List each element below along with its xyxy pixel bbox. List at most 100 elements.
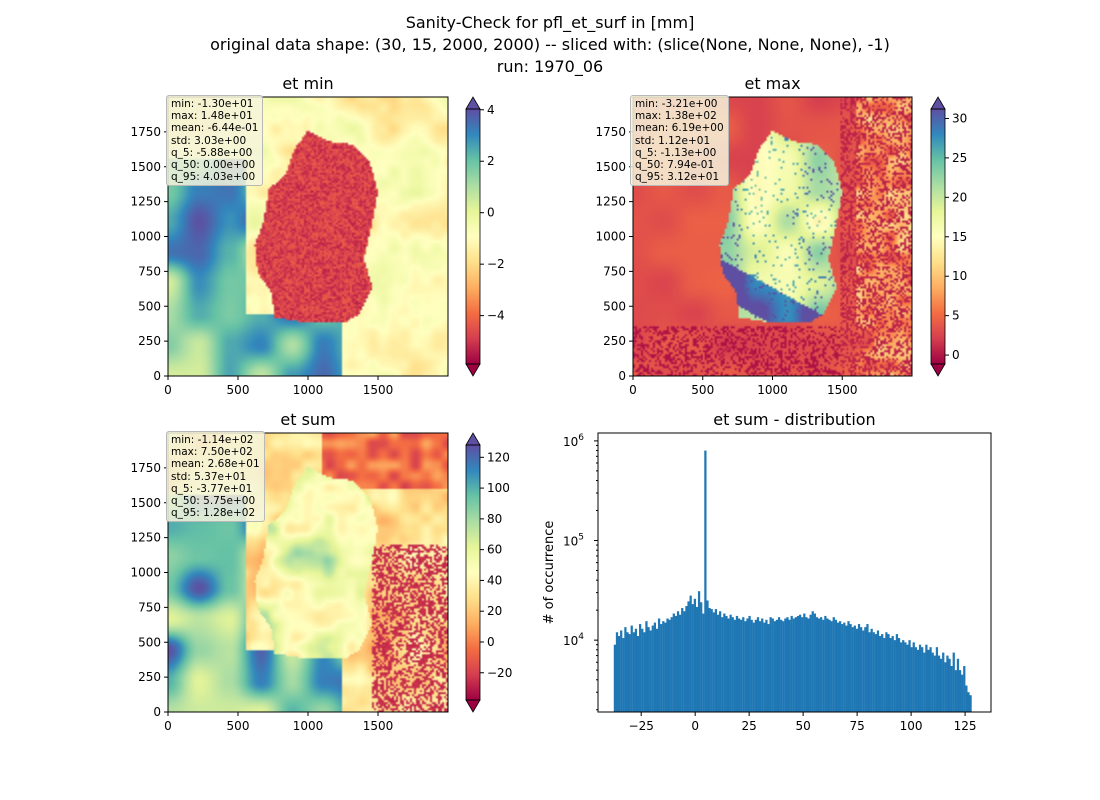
colorbar-tick-label: −4	[487, 309, 505, 323]
y-tick-label: 750	[138, 264, 161, 278]
histogram-bar	[950, 666, 953, 712]
colorbar-tick-label: 0	[487, 635, 495, 649]
histogram-bar	[758, 621, 762, 712]
x-tick-label: 0	[629, 383, 637, 397]
colorbar-extend-min	[465, 363, 481, 377]
histogram-bar	[775, 619, 779, 712]
histogram-bar	[651, 625, 654, 712]
histogram-bar	[904, 642, 907, 712]
stat-line: q_50: 5.75e+00	[171, 495, 256, 508]
y-tick-label: 106	[563, 433, 584, 449]
x-tick-label: 1500	[363, 719, 394, 733]
y-tick-label: 1000	[595, 230, 626, 244]
histogram-bar	[704, 450, 707, 712]
histogram-bar	[927, 649, 930, 712]
histogram-bar	[670, 617, 673, 712]
histogram-bar	[872, 632, 875, 712]
y-tick-label: 750	[138, 600, 161, 614]
histogram-bar	[725, 615, 728, 712]
histogram-bar	[807, 618, 810, 712]
histogram-bar	[748, 615, 751, 712]
histogram-bar	[826, 618, 829, 712]
colorbar-tick-label: 0	[952, 348, 960, 362]
x-tick-label: 500	[227, 383, 250, 397]
y-tick-label: 750	[603, 264, 626, 278]
histogram-bar	[811, 611, 814, 712]
y-tick-label: 250	[603, 334, 626, 348]
histogram-bar	[885, 632, 888, 712]
y-tick-label: 500	[138, 299, 161, 313]
histogram-bar	[710, 609, 713, 712]
y-tick-label: 0	[618, 369, 626, 383]
histogram-bar	[630, 625, 633, 712]
histogram-bar	[830, 621, 833, 712]
stats-box-et-min: min: -1.30e+01 max: 1.48e+01 mean: -6.44…	[166, 95, 264, 187]
histogram-bar	[961, 674, 964, 712]
histogram-bar	[878, 636, 882, 712]
axes-frame	[597, 432, 992, 713]
histogram-bar	[691, 604, 694, 712]
histogram-bar	[645, 621, 648, 712]
histogram-bar	[727, 618, 730, 712]
y-tick-label: 1500	[130, 496, 161, 510]
stat-line: q_95: 3.12e+01	[635, 171, 720, 184]
x-tick-label: 1000	[293, 719, 324, 733]
histogram-bar	[805, 617, 808, 712]
histogram-bar	[746, 618, 749, 712]
colorbar-extend-max	[465, 432, 481, 446]
x-tick-label: 1500	[827, 383, 858, 397]
histogram-bar	[780, 619, 783, 712]
histogram-bar	[626, 632, 629, 712]
colorbar	[931, 109, 945, 364]
x-tick-label: 0	[164, 719, 172, 733]
y-tick-label: 1750	[595, 125, 626, 139]
y-tick-label: 1750	[130, 125, 161, 139]
histogram-bar	[622, 638, 625, 712]
colorbar-tick-label: 30	[952, 111, 967, 125]
histogram-bar	[902, 640, 905, 712]
y-tick-label: 1250	[595, 195, 626, 209]
histogram-bar	[763, 622, 766, 712]
histogram-bar	[613, 644, 617, 712]
histogram-bar	[918, 644, 922, 712]
histogram-bar	[948, 658, 951, 712]
histogram-bar	[790, 615, 793, 712]
histogram-bar	[851, 627, 854, 712]
histogram-panel: et sum - distribution −25 0 25 50 75 100 125 104…	[542, 410, 992, 733]
histogram-bar	[672, 613, 675, 712]
histogram-bar	[815, 617, 819, 712]
histogram-bar	[864, 627, 867, 712]
histogram-bar	[632, 632, 635, 712]
colorbar	[466, 109, 480, 364]
histogram-bar	[731, 617, 734, 712]
y-tick-label: 250	[138, 670, 161, 684]
histogram-bar	[883, 638, 886, 712]
histogram-bar	[921, 647, 924, 712]
colorbar-tick-label: 15	[952, 230, 967, 244]
histogram-bar	[700, 602, 703, 712]
histogram-bar	[744, 621, 747, 712]
histogram-bar	[798, 614, 802, 712]
histogram-bar	[676, 611, 680, 712]
colorbar-tick-label: 20	[952, 190, 967, 204]
figure-title-line-1: Sanity-Check for pfl_et_surf in [mm]	[405, 13, 695, 32]
panel-title: et max	[744, 74, 800, 93]
y-tick-label: 1000	[130, 230, 161, 244]
y-tick-label: 1500	[130, 160, 161, 174]
stat-line: max: 1.48e+01	[171, 110, 253, 123]
histogram-bar	[862, 630, 865, 712]
stat-line: q_50: 7.94e-01	[635, 159, 715, 172]
histogram-bar	[849, 624, 852, 712]
y-tick-label: 104	[563, 632, 584, 648]
histogram-bar	[893, 640, 896, 712]
histogram-bar	[860, 627, 863, 712]
histogram-bar	[910, 647, 913, 712]
histogram-bar	[794, 617, 798, 712]
stats-box-et-sum: min: -1.14e+02 max: 7.50e+02 mean: 2.68e…	[166, 431, 265, 523]
x-tick-label: 75	[849, 719, 864, 733]
histogram-bar	[832, 617, 835, 712]
histogram-bar	[737, 618, 741, 712]
histogram-bar	[891, 636, 894, 712]
histogram-bar	[925, 644, 928, 712]
